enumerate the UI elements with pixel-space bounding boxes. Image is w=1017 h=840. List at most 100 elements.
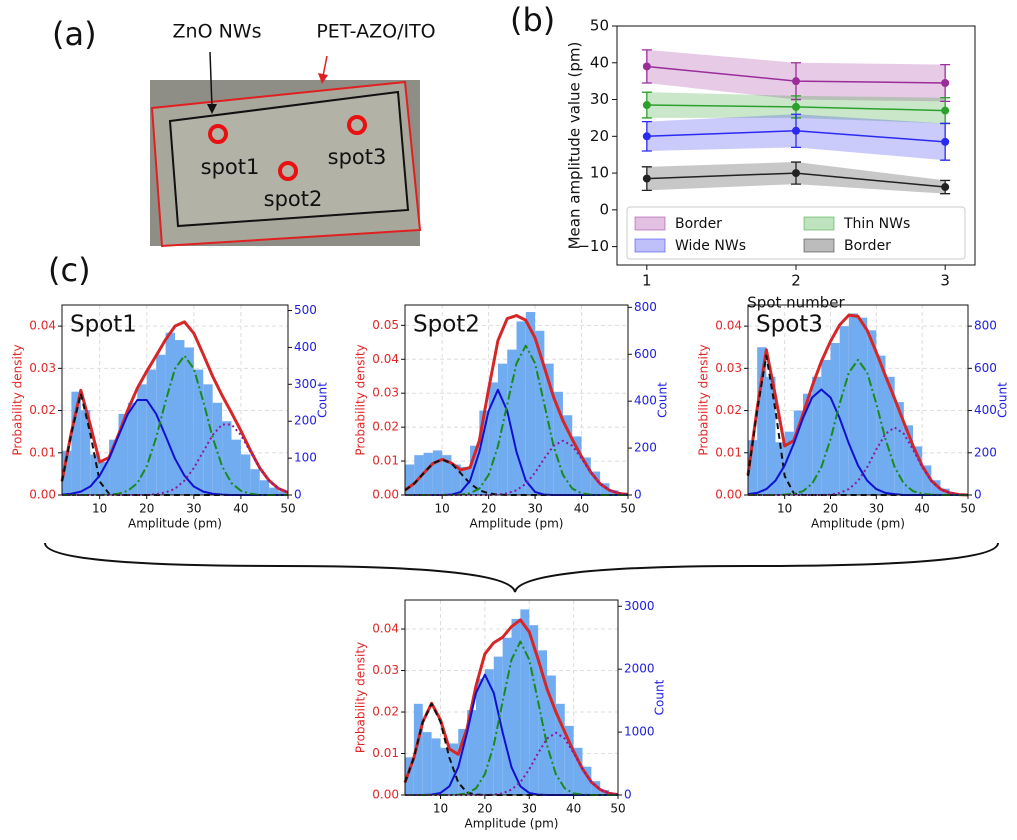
y2-axis-label: Count: [996, 382, 1010, 418]
x-tick-label: 10: [92, 502, 107, 516]
histogram-bar: [212, 402, 223, 495]
data-point: [941, 78, 950, 87]
histogram-bar: [137, 384, 147, 495]
histogram-bar: [894, 402, 904, 495]
y-tick-label: 0.00: [372, 488, 399, 502]
y2-tick-label: 200: [634, 441, 657, 455]
histogram-bar: [231, 439, 241, 495]
y-axis-label: Probability density: [354, 344, 368, 455]
legend-label: Wide NWs: [675, 238, 746, 254]
histogram-bar: [414, 455, 424, 495]
histogram-bar: [821, 359, 831, 495]
histogram-bar: [876, 355, 886, 495]
histogram-bar: [581, 457, 591, 495]
histogram-bar: [413, 703, 423, 795]
y2-tick-label: 2000: [624, 662, 655, 676]
y2-tick-label: 200: [294, 414, 317, 428]
y-tick-label: 30: [590, 90, 609, 108]
y-tick-label: 0.02: [372, 420, 399, 434]
histogram-bar: [757, 347, 767, 495]
histogram-bar: [867, 330, 877, 495]
x-axis-label: Amplitude (pm): [470, 517, 564, 531]
histogram-bar: [484, 669, 494, 795]
histogram-bar: [203, 384, 213, 495]
histogram-bar: [127, 402, 138, 495]
y2-tick-label: 1000: [624, 725, 655, 739]
histogram-bar: [99, 461, 110, 495]
y-tick-label: 0.04: [372, 622, 399, 636]
histogram-bar: [535, 330, 545, 495]
y-tick-label: 0.02: [29, 403, 56, 417]
x-tick-label: 30: [522, 802, 537, 816]
arrow-head: [207, 104, 217, 114]
y-tick-label: 0.03: [29, 361, 56, 375]
histogram-bar: [476, 678, 485, 795]
histogram-bar: [529, 625, 539, 795]
histogram-bar: [71, 391, 81, 495]
histogram-bar: [451, 464, 461, 495]
histogram-bar: [175, 340, 185, 495]
legend-label: Border: [844, 238, 891, 254]
x-tick-label: 40: [574, 502, 589, 516]
data-point: [642, 101, 651, 110]
histogram-bar: [405, 464, 415, 495]
panel-label: (a): [52, 15, 97, 53]
legend-label: Border: [675, 216, 722, 232]
histogram-bar: [590, 471, 601, 495]
data-point: [642, 132, 651, 141]
histogram-bar: [467, 710, 476, 795]
histogram-bar: [516, 321, 526, 495]
panel-label: (c): [48, 251, 91, 289]
histogram-bar: [240, 454, 251, 495]
x-tick-label: 30: [186, 502, 201, 516]
arrow: [322, 55, 328, 77]
data-point: [941, 183, 950, 192]
x-tick-label: 20: [477, 802, 492, 816]
data-point: [642, 174, 651, 183]
y-tick-label: 40: [590, 53, 609, 71]
histogram-bar: [931, 480, 941, 495]
y-tick-label: 0.01: [372, 454, 399, 468]
x-tick-label: 30: [527, 502, 542, 516]
y-axis-label: Probability density: [697, 344, 711, 455]
y2-tick-label: 400: [294, 340, 317, 354]
x-tick-label: 20: [481, 502, 496, 516]
histogram-bar: [193, 369, 204, 495]
histogram-bar: [812, 376, 822, 495]
arrow-head: [318, 73, 328, 84]
histogram-bar: [488, 382, 498, 495]
y2-tick-label: 0: [624, 788, 632, 802]
spot-marker: [278, 161, 298, 181]
legend-swatch: [803, 238, 835, 253]
histogram-bar: [440, 747, 450, 795]
spot-marker: [208, 124, 228, 144]
x-tick-label: 20: [139, 502, 154, 516]
histogram-bar: [913, 446, 923, 495]
x-tick-label: 40: [566, 802, 581, 816]
histogram-bar: [80, 410, 91, 495]
y-axis-label: Probability density: [354, 642, 368, 753]
histogram-bar: [460, 466, 471, 495]
photo-label: PET-AZO/ITO: [316, 21, 435, 43]
y-tick-label: 0.04: [372, 352, 399, 366]
y-tick-label: 0.03: [372, 663, 399, 677]
y-tick-label: 0.00: [372, 788, 399, 802]
chart-title: Spot1: [70, 312, 137, 338]
data-point: [792, 126, 800, 135]
histogram-bar: [525, 312, 536, 495]
data-point: [642, 62, 651, 71]
fit-curve: [404, 314, 629, 497]
legend-box: [626, 206, 966, 260]
histogram-bar: [109, 439, 119, 495]
y-tick-label: 0.03: [372, 386, 399, 400]
y2-tick-label: 100: [294, 451, 317, 465]
y-tick-label: 0.01: [29, 445, 56, 459]
legend-label: Thin NWs: [843, 216, 910, 232]
histogram-bar: [591, 781, 601, 795]
plot-frame: [61, 304, 289, 496]
chart-title: Spot2: [413, 312, 480, 338]
y2-tick-label: 600: [974, 361, 997, 375]
x-tick-label: 20: [823, 502, 838, 516]
plot-frame: [404, 304, 629, 496]
fit-curve: [62, 423, 289, 496]
